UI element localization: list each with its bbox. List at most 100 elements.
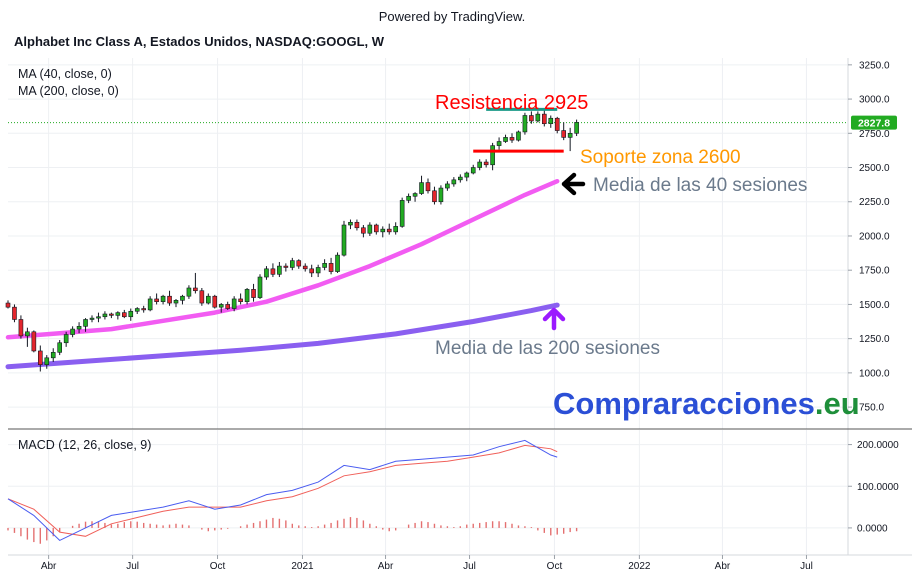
price-axis[interactable]: 750.0 1000.0 1250.0 1500.0 1750.0 2000.0 2250.… <box>848 60 890 414</box>
candle-body <box>296 260 302 267</box>
price-tick-label: 1750.0 <box>859 266 890 277</box>
candle-body <box>309 268 314 274</box>
macd-tick-label: 200.0000 <box>857 440 899 451</box>
candle-body <box>206 295 211 304</box>
price-tick-label: 2250.0 <box>859 197 890 208</box>
last-price-badge-bg <box>851 115 897 130</box>
time-tick-label: 2022 <box>628 561 651 572</box>
brand-tld: eu <box>824 386 860 421</box>
candle-body <box>218 304 224 308</box>
macd-legend-label[interactable]: MACD (12, 26, close, 9) <box>18 438 151 452</box>
candle-body <box>270 268 276 275</box>
candle-body <box>283 265 289 268</box>
grid <box>8 58 848 555</box>
candle-body <box>96 316 101 319</box>
candle-body <box>44 357 50 365</box>
support-annotation: Soporte zona 2600 <box>580 147 741 168</box>
candle-body <box>393 226 398 233</box>
candle-body <box>63 334 69 344</box>
time-tick-label: Oct <box>210 561 226 572</box>
candle-body <box>335 254 340 272</box>
candle-body <box>199 290 205 304</box>
candle-body <box>374 224 379 233</box>
candle-body <box>419 182 424 194</box>
candle-body <box>31 331 37 352</box>
candle-body <box>225 304 230 309</box>
candle-body <box>354 221 360 229</box>
price-tick-label: 1500.0 <box>859 300 890 311</box>
candle-body <box>50 352 56 359</box>
candle-body <box>470 167 476 174</box>
candle-body <box>328 263 334 272</box>
macd-line <box>7 439 558 542</box>
price-tick-label: 1000.0 <box>859 368 890 379</box>
candle-body <box>380 228 386 233</box>
candle-body <box>186 287 192 297</box>
candle-body <box>535 113 541 122</box>
symbol-title: Alphabet Inc Class A, Estados Unidos, NA… <box>14 34 385 49</box>
candle-body <box>315 267 321 274</box>
time-tick-label: Abr <box>41 561 57 572</box>
candle-body <box>102 313 108 318</box>
brand-watermark: Compraracciones.eu <box>553 386 860 421</box>
brand-dot: . <box>815 386 824 421</box>
ma40-line <box>5 178 560 340</box>
price-tick-label: 2000.0 <box>859 231 890 242</box>
candle-body <box>432 190 437 203</box>
candle-body <box>554 117 560 131</box>
candle-body <box>109 313 114 316</box>
candle-body <box>477 161 482 168</box>
candle-body <box>231 298 237 309</box>
candle-body <box>160 295 166 302</box>
candle-body <box>548 117 554 125</box>
macd-axis[interactable]: 0.0000 100.0000 200.0000 <box>848 440 899 534</box>
candle-body <box>529 115 534 122</box>
candle-body <box>18 319 24 337</box>
powered-by-text: Powered by TradingView. <box>379 9 525 24</box>
candle-body <box>25 331 30 337</box>
candle-body <box>516 131 521 141</box>
candle-body <box>193 287 198 292</box>
time-tick-label: Jul <box>126 561 139 572</box>
ma200-line <box>5 302 560 370</box>
price-tick-label: 1250.0 <box>859 334 890 345</box>
ma40-legend-label[interactable]: MA (40, close, 0) <box>18 67 112 81</box>
resistance-annotation: Resistencia 2925 <box>435 92 588 114</box>
arrow-up-icon <box>542 307 566 331</box>
candle-body <box>244 289 250 302</box>
candle-body <box>70 328 75 335</box>
candle-body <box>173 300 179 304</box>
candle-body <box>438 187 444 203</box>
candle-body <box>490 145 495 166</box>
candle-body <box>412 193 418 197</box>
candle-body <box>89 317 95 320</box>
candle-body <box>212 295 218 308</box>
candle-body <box>386 228 392 233</box>
candle-body <box>406 195 411 201</box>
candle-body <box>567 132 573 138</box>
candle-body <box>341 224 347 256</box>
candle-body <box>57 342 62 353</box>
macd-tick-label: 100.0000 <box>857 482 899 493</box>
time-tick-label: Abr <box>715 561 731 572</box>
time-tick-label: Oct <box>547 561 563 572</box>
candle-body <box>122 312 127 318</box>
candle-body <box>458 176 463 181</box>
candle-body <box>496 141 502 146</box>
candle-body <box>76 326 82 330</box>
ma200-legend-label[interactable]: MA (200, close, 0) <box>18 84 119 98</box>
candle-body <box>238 298 243 302</box>
brand-main: Compraracciones <box>553 386 815 421</box>
candle-body <box>302 265 308 270</box>
candle-body <box>264 268 269 278</box>
candle-body <box>147 298 153 311</box>
price-tick-label: 3250.0 <box>859 60 890 71</box>
time-axis[interactable]: Abr Jul Oct 2021 Abr Jul Oct 2022 Abr Jul <box>41 555 813 572</box>
price-tick-label: 750.0 <box>859 403 884 414</box>
macd-histogram <box>7 517 578 544</box>
ma40-annotation: Media de las 40 sesiones <box>593 175 807 196</box>
time-tick-label: Abr <box>378 561 394 572</box>
arrow-left-icon <box>561 172 586 196</box>
last-price-badge: 2827.8 <box>851 115 897 130</box>
